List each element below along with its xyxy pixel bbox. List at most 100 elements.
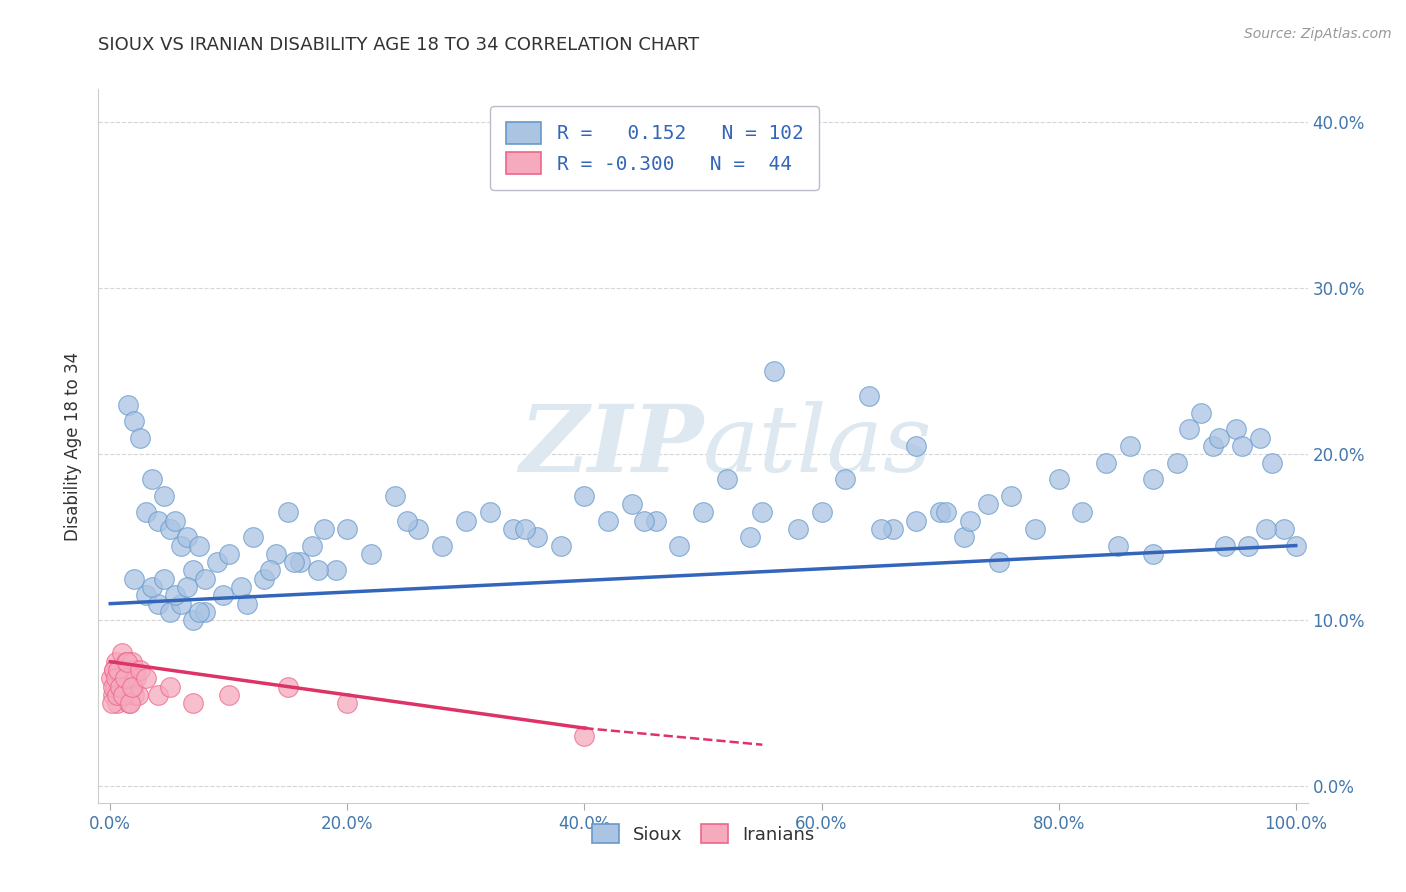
Point: [117, 397, 139, 411]
Point: [1047, 472, 1070, 486]
Point: [1178, 422, 1201, 436]
Point: [716, 472, 738, 486]
Point: [188, 605, 211, 619]
Point: [1142, 472, 1164, 486]
Point: [384, 489, 406, 503]
Text: Source: ZipAtlas.com: Source: ZipAtlas.com: [1244, 27, 1392, 41]
Point: [408, 522, 430, 536]
Point: [1208, 431, 1230, 445]
Point: [108, 663, 131, 677]
Point: [242, 530, 264, 544]
Point: [181, 613, 204, 627]
Point: [786, 522, 808, 536]
Point: [111, 688, 134, 702]
Point: [740, 530, 762, 544]
Point: [550, 539, 572, 553]
Point: [104, 680, 127, 694]
Point: [122, 414, 145, 428]
Point: [165, 588, 187, 602]
Point: [112, 680, 135, 694]
Point: [114, 671, 136, 685]
Point: [103, 663, 125, 677]
Point: [212, 588, 235, 602]
Point: [122, 688, 145, 702]
Point: [120, 680, 142, 694]
Point: [121, 655, 143, 669]
Point: [110, 688, 132, 702]
Point: [1249, 431, 1271, 445]
Y-axis label: Disability Age 18 to 34: Disability Age 18 to 34: [65, 351, 83, 541]
Point: [312, 522, 335, 536]
Point: [100, 671, 122, 685]
Point: [395, 514, 418, 528]
Point: [277, 680, 299, 694]
Point: [502, 522, 524, 536]
Point: [644, 514, 666, 528]
Point: [229, 580, 252, 594]
Point: [1254, 522, 1277, 536]
Point: [1095, 456, 1118, 470]
Point: [135, 588, 157, 602]
Point: [301, 539, 323, 553]
Text: atlas: atlas: [703, 401, 932, 491]
Point: [1237, 539, 1260, 553]
Point: [107, 663, 129, 677]
Point: [1261, 456, 1284, 470]
Point: [633, 514, 655, 528]
Point: [104, 671, 127, 685]
Point: [181, 696, 204, 710]
Point: [905, 439, 928, 453]
Point: [858, 389, 880, 403]
Point: [935, 505, 957, 519]
Point: [478, 505, 501, 519]
Point: [105, 688, 128, 702]
Point: [277, 505, 299, 519]
Point: [110, 680, 132, 694]
Point: [118, 696, 141, 710]
Point: [763, 364, 786, 378]
Point: [124, 663, 146, 677]
Point: [111, 647, 134, 661]
Point: [114, 688, 136, 702]
Point: [360, 547, 382, 561]
Point: [952, 530, 974, 544]
Point: [988, 555, 1011, 569]
Point: [129, 663, 152, 677]
Point: [1024, 522, 1046, 536]
Point: [105, 696, 128, 710]
Point: [103, 663, 125, 677]
Point: [620, 497, 643, 511]
Point: [122, 572, 145, 586]
Point: [146, 597, 169, 611]
Point: [1272, 522, 1295, 536]
Point: [117, 663, 139, 677]
Point: [135, 505, 157, 519]
Point: [146, 688, 169, 702]
Point: [146, 514, 169, 528]
Point: [107, 671, 129, 685]
Point: [188, 539, 211, 553]
Point: [1142, 547, 1164, 561]
Point: [135, 671, 157, 685]
Point: [235, 597, 257, 611]
Point: [141, 580, 163, 594]
Point: [259, 564, 281, 578]
Point: [176, 580, 198, 594]
Point: [751, 505, 773, 519]
Point: [117, 655, 139, 669]
Point: [598, 514, 620, 528]
Point: [127, 688, 149, 702]
Point: [205, 555, 228, 569]
Point: [115, 671, 138, 685]
Point: [170, 539, 193, 553]
Point: [1232, 439, 1254, 453]
Point: [1202, 439, 1225, 453]
Point: [159, 605, 181, 619]
Point: [129, 431, 152, 445]
Point: [1285, 539, 1308, 553]
Text: ZIP: ZIP: [519, 401, 703, 491]
Point: [253, 572, 276, 586]
Point: [105, 655, 128, 669]
Point: [159, 680, 181, 694]
Point: [905, 514, 928, 528]
